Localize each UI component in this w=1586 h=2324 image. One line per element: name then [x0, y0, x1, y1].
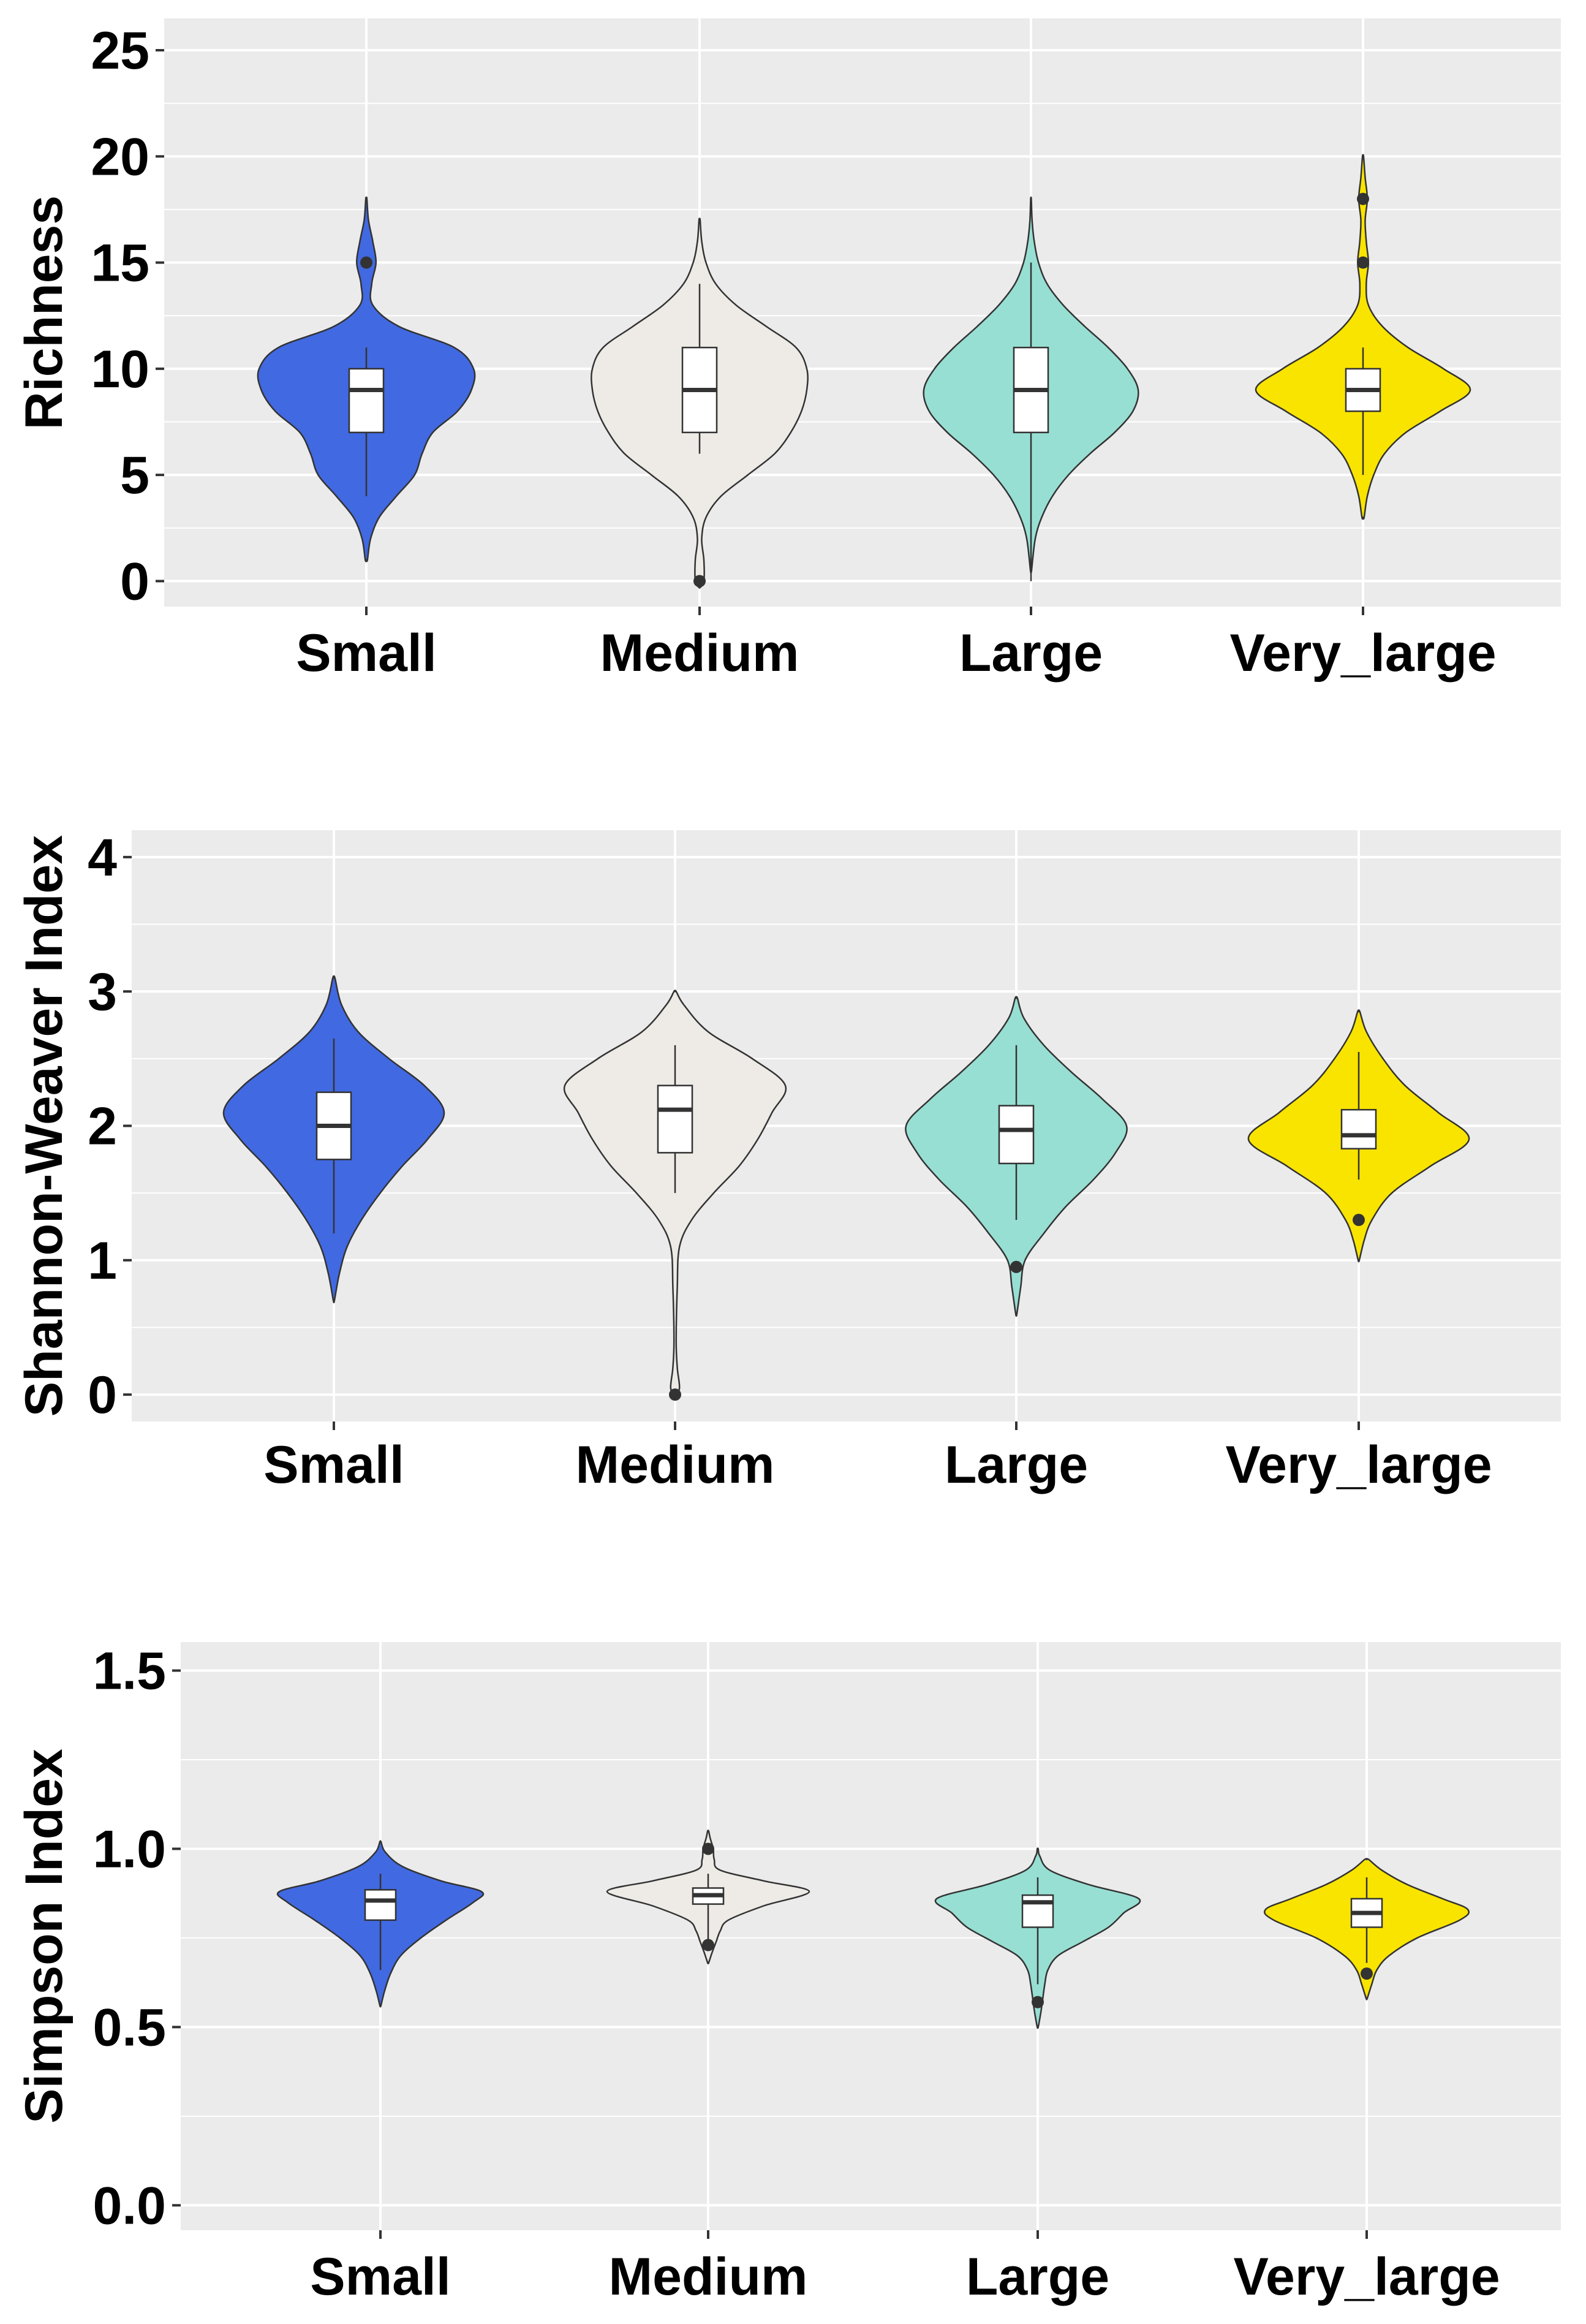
x-tick-label: Very_large [1229, 624, 1496, 683]
outlier-point [360, 256, 372, 269]
plot-background [164, 18, 1561, 607]
y-tick-label: 4 [88, 828, 117, 887]
y-tick-label: 25 [91, 21, 149, 80]
y-tick-label: 1.0 [93, 1820, 166, 1879]
x-tick-label: Large [966, 2247, 1109, 2306]
violin-very_large [1255, 154, 1471, 520]
outlier-point [669, 1388, 681, 1401]
x-tick-label: Very_large [1225, 1436, 1492, 1494]
y-tick-label: 20 [91, 127, 149, 186]
box-very_large [1340, 1108, 1377, 1150]
outlier-point [702, 1842, 714, 1855]
y-tick-label: 1.5 [93, 1642, 166, 1701]
outlier-point [702, 1939, 714, 1951]
outlier-point [693, 575, 706, 588]
y-tick-label: 0.5 [93, 1998, 166, 2057]
box-large [998, 1105, 1035, 1165]
x-tick-label: Small [263, 1436, 404, 1494]
x-tick-label: Small [296, 624, 436, 683]
y-axis-title: Simpson Index [15, 1749, 74, 2124]
outlier-point [1357, 256, 1369, 269]
outlier-point [1361, 1967, 1373, 1980]
box-small [364, 1889, 397, 1921]
panel-1: 0 5 10 15 20 25 Small Medium Large Very_large Rich… [15, 18, 1561, 683]
y-axis-title: Shannon-Weaver Index [15, 835, 74, 1417]
x-tick-label: Medium [576, 1436, 775, 1494]
x-tick-label: Medium [609, 2247, 808, 2306]
x-tick-label: Medium [600, 624, 799, 683]
outlier-point [1032, 1996, 1044, 2008]
x-tick-label: Large [945, 1436, 1088, 1494]
box-small [348, 368, 385, 434]
panel-2: 0 1 2 3 4 Small Medium Large Very_large Shannon-W… [15, 828, 1561, 1494]
x-tick-label: Large [959, 624, 1103, 683]
outlier-point [1010, 1260, 1022, 1273]
x-tick-label: Small [310, 2247, 450, 2306]
y-tick-label: 10 [91, 340, 149, 399]
y-tick-label: 0 [88, 1366, 117, 1425]
outlier-point [1357, 192, 1369, 205]
outlier-point [1353, 1214, 1365, 1227]
y-tick-label: 1 [88, 1232, 117, 1290]
y-axis-title: Richness [15, 195, 74, 430]
violin-medium [563, 990, 787, 1399]
box-medium [657, 1084, 693, 1154]
y-tick-label: 2 [88, 1097, 117, 1156]
y-tick-label: 3 [88, 963, 117, 1021]
box-large [1021, 1894, 1054, 1928]
panel-3: 0.0 0.5 1.0 1.5 Small Medium Large Very_large Si… [15, 1642, 1561, 2306]
y-tick-label: 5 [120, 446, 149, 505]
y-tick-label: 15 [91, 234, 149, 293]
x-tick-label: Very_large [1233, 2247, 1500, 2306]
y-tick-label: 0.0 [93, 2176, 166, 2235]
y-tick-label: 0 [120, 553, 149, 611]
